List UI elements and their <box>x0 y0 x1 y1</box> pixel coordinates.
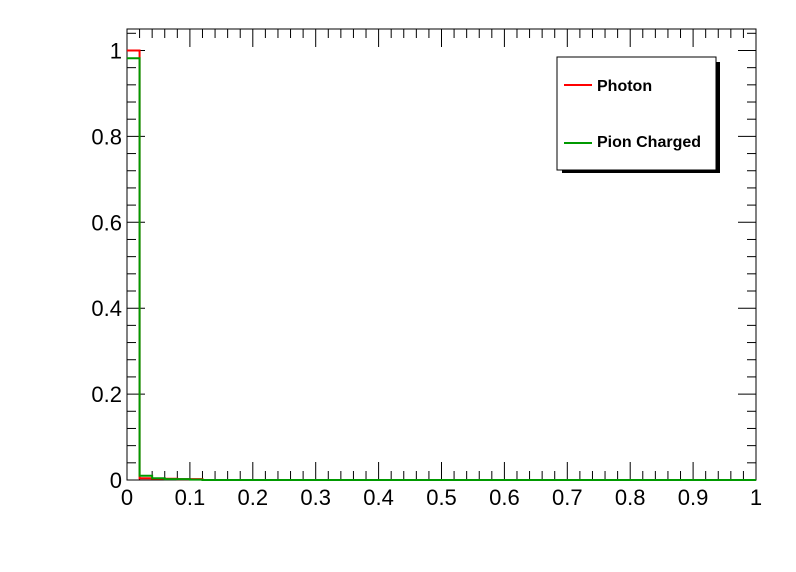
x-tick-label: 0.4 <box>363 485 394 510</box>
x-tick-label: 0.8 <box>615 485 646 510</box>
x-tick-label: 1 <box>750 485 762 510</box>
x-tick-label: 0.2 <box>238 485 269 510</box>
y-tick-label: 0.2 <box>91 382 122 407</box>
x-tick-label: 0.5 <box>426 485 457 510</box>
x-axis-tick-labels: 0 0.1 0.2 0.3 0.4 0.5 0.6 0.7 0.8 0.9 1 <box>121 485 762 510</box>
x-tick-label: 0.3 <box>300 485 331 510</box>
legend: Photon Pion Charged <box>556 56 720 173</box>
y-tick-label: 0 <box>110 468 122 493</box>
legend-label-photon: Photon <box>597 78 652 95</box>
x-tick-label: 0.1 <box>175 485 206 510</box>
y-axis-tick-labels: 0 0.2 0.4 0.6 0.8 1 <box>91 38 122 493</box>
x-tick-label: 0 <box>121 485 133 510</box>
y-tick-label: 0.8 <box>91 124 122 149</box>
x-tick-label: 0.9 <box>678 485 709 510</box>
legend-label-pion-charged: Pion Charged <box>597 134 701 151</box>
legend-box <box>556 56 717 171</box>
x-tick-label: 0.7 <box>552 485 583 510</box>
y-tick-label: 0.4 <box>91 296 122 321</box>
x-tick-label: 0.6 <box>489 485 520 510</box>
y-tick-label: 0.6 <box>91 210 122 235</box>
histogram-series <box>127 49 756 481</box>
y-tick-label: 1 <box>110 38 122 63</box>
series-line-pion-charged <box>127 57 756 481</box>
